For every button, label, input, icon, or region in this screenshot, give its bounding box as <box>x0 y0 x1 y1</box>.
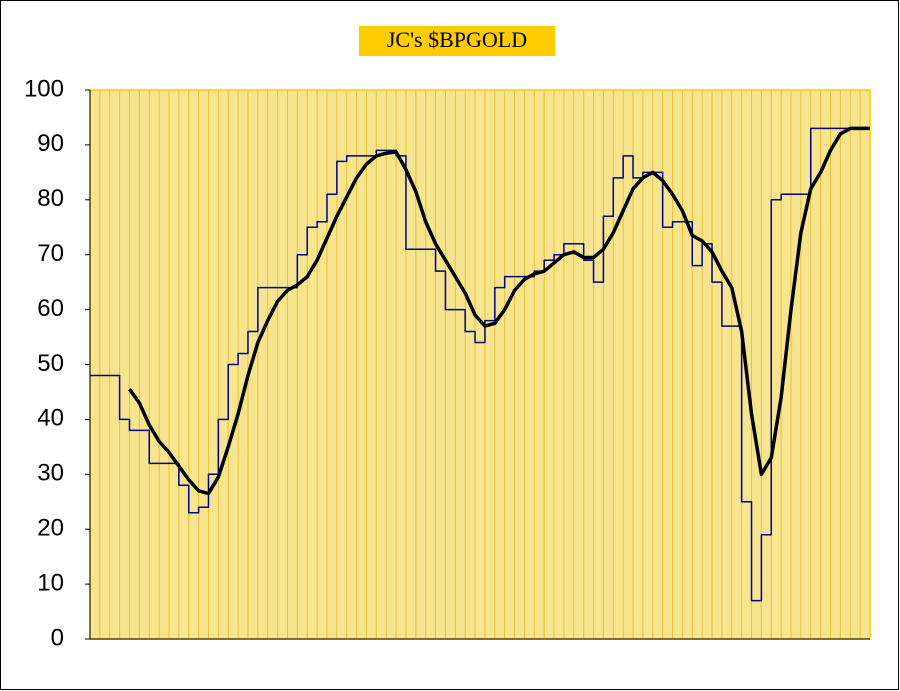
y-tick-label: 50 <box>37 350 64 377</box>
series-line <box>90 127 870 602</box>
series-line <box>128 126 870 496</box>
y-tick-label: 100 <box>24 75 64 102</box>
plot-area <box>90 90 870 639</box>
title-box <box>359 26 555 56</box>
y-tick-label: 70 <box>37 240 64 267</box>
y-tick-label: 80 <box>37 185 64 212</box>
y-tick-label: 30 <box>37 460 64 487</box>
y-tick-label: 40 <box>37 405 64 432</box>
chart-title: JC's $BPGOLD <box>387 27 527 52</box>
y-tick-label: 0 <box>51 624 64 651</box>
y-tick-label: 90 <box>37 130 64 157</box>
y-tick-label: 60 <box>37 295 64 322</box>
y-tick-label: 10 <box>37 569 64 596</box>
y-tick-label: 20 <box>37 515 64 542</box>
